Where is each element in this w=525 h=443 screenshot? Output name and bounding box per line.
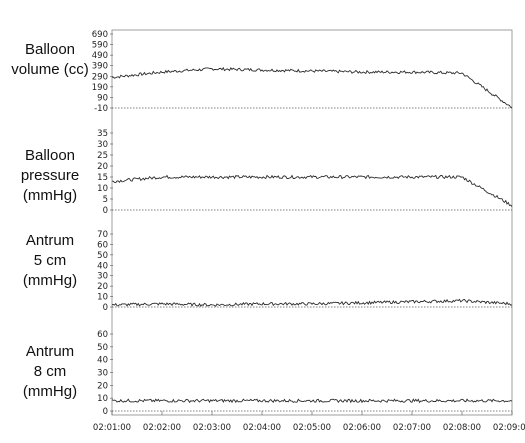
y-tick-label: 10: [97, 184, 108, 194]
series-line: [111, 298, 513, 307]
y-tick-label: 40: [97, 261, 108, 271]
y-tick-label: 10: [97, 293, 108, 303]
y-tick-label: 0: [103, 206, 108, 216]
y-tick-label: 10: [97, 394, 108, 404]
y-tick-label: -10: [94, 104, 108, 114]
label-line: (mmHg): [22, 383, 78, 400]
label-line: (mmHg): [22, 272, 78, 289]
y-tick-label: 90: [97, 93, 108, 103]
y-tick-label: 0: [103, 407, 108, 417]
y-tick-label: 390: [92, 62, 108, 72]
label-line: pressure: [20, 167, 80, 184]
y-tick-label: 0: [103, 303, 108, 313]
label-line: Antrum: [25, 232, 75, 249]
y-tick-label: 20: [97, 282, 108, 292]
x-tick-label: 02:03:00: [193, 423, 231, 433]
label-line: Balloon: [24, 41, 76, 58]
label-line: volume (cc): [11, 61, 89, 78]
y-tick-label: 20: [97, 381, 108, 391]
x-tick-label: 02:09:00: [493, 423, 525, 433]
antrum-5cm-label: Antrum 5 cm (mmHg): [0, 231, 100, 291]
x-tick-label: 02:05:00: [293, 423, 331, 433]
x-tick-label: 02:08:00: [443, 423, 481, 433]
y-tick-label: 20: [97, 162, 108, 172]
series-line: [111, 174, 513, 208]
y-tick-label: 590: [92, 41, 108, 51]
antrum-8cm-label: Antrum 8 cm (mmHg): [0, 342, 100, 402]
balloon-pressure-label: Balloon pressure (mmHg): [0, 146, 100, 206]
y-tick-label: 50: [97, 343, 108, 353]
x-tick-label: 02:04:00: [243, 423, 281, 433]
y-tick-label: 40: [97, 356, 108, 366]
y-tick-label: 70: [97, 230, 108, 240]
y-tick-label: 60: [97, 240, 108, 250]
y-tick-label: 30: [97, 369, 108, 379]
plot-frame: [111, 29, 513, 416]
y-tick-label: 25: [97, 151, 108, 161]
label-line: (mmHg): [22, 187, 78, 204]
y-tick-label: 30: [97, 272, 108, 282]
x-tick-label: 02:07:00: [393, 423, 431, 433]
label-line: Antrum: [25, 343, 75, 360]
label-line: 5 cm: [33, 252, 67, 269]
x-tick-label: 02:02:00: [143, 423, 181, 433]
y-tick-label: 50: [97, 251, 108, 261]
balloon-volume-label: Balloon volume (cc): [0, 40, 100, 80]
x-tick-label: 02:01:00: [93, 423, 131, 433]
y-tick-label: 60: [97, 330, 108, 340]
y-tick-label: 15: [97, 173, 108, 183]
label-line: 8 cm: [33, 363, 67, 380]
series-line: [111, 66, 513, 109]
x-tick-label: 02:06:00: [343, 423, 381, 433]
y-tick-label: 290: [92, 72, 108, 82]
label-line: Balloon: [24, 147, 76, 164]
y-tick-label: 35: [97, 129, 108, 139]
y-tick-label: 690: [92, 30, 108, 40]
series-line: [111, 398, 513, 404]
y-tick-label: 30: [97, 140, 108, 150]
y-tick-label: 190: [92, 83, 108, 93]
y-tick-label: 490: [92, 51, 108, 61]
y-tick-label: 5: [103, 195, 108, 205]
